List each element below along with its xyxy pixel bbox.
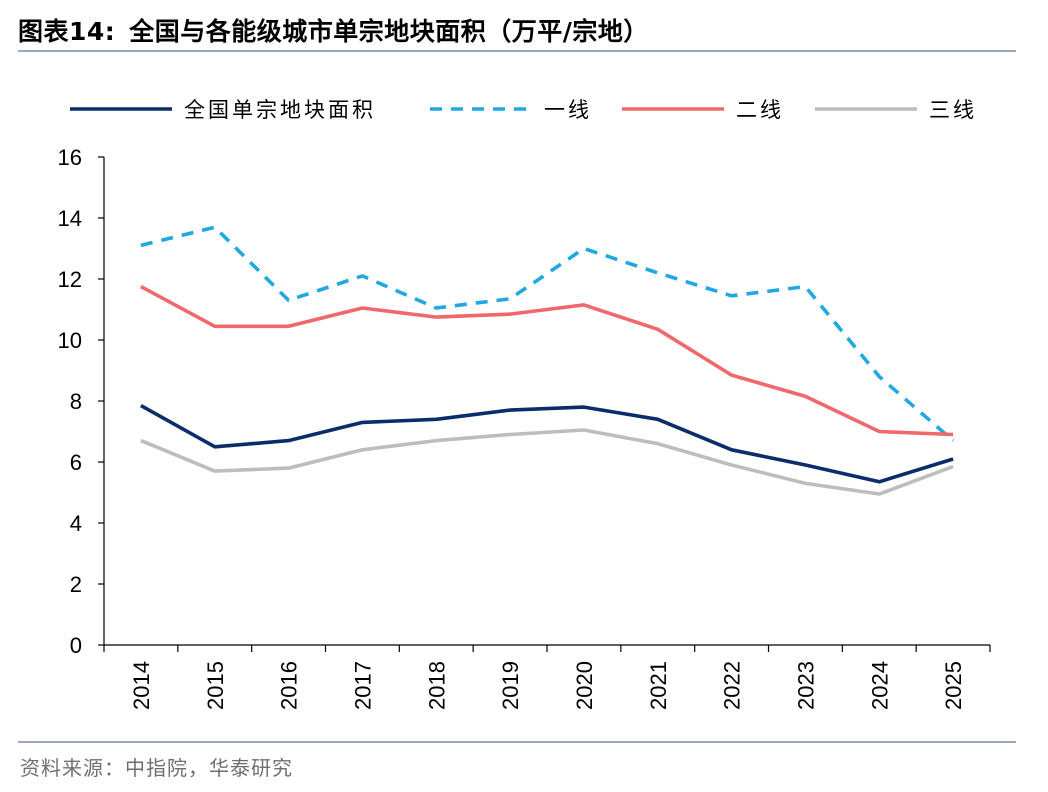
y-tick-label: 12	[58, 267, 82, 292]
series-line-1	[140, 404, 954, 484]
source-note: 资料来源：中指院，华泰研究	[20, 756, 293, 780]
top-divider	[18, 50, 1016, 52]
x-tick-label: 2023	[793, 661, 818, 710]
y-tick-label: 8	[70, 389, 82, 414]
y-tick-label: 6	[70, 450, 82, 475]
x-tick-label: 2021	[646, 661, 671, 710]
y-tick-label: 16	[58, 145, 82, 170]
y-tick-label: 14	[58, 206, 82, 231]
legend: 全国单宗地块面积 一线 二线 三线	[70, 98, 977, 122]
x-tick-label: 2018	[424, 661, 449, 710]
y-tick-label: 0	[70, 633, 82, 658]
x-tick-label: 2015	[203, 661, 228, 710]
x-tick-label: 2016	[277, 661, 302, 710]
legend-label-1: 全国单宗地块面积	[184, 98, 376, 122]
legend-label-4: 三线	[929, 98, 977, 122]
series-group	[140, 225, 955, 496]
series-line-3	[140, 285, 954, 437]
series-line-4	[140, 428, 954, 496]
y-tick-label: 4	[70, 511, 82, 536]
legend-label-3: 二线	[736, 98, 784, 122]
y-tick-label: 2	[70, 572, 82, 597]
x-tick-label: 2014	[129, 661, 154, 710]
x-tick-label: 2017	[350, 661, 375, 710]
x-tick-label: 2020	[572, 661, 597, 710]
figure-title: 图表14: 全国与各能级城市单宗地块面积（万平/宗地）	[18, 12, 649, 48]
figure-label: 图表14:	[18, 17, 116, 46]
x-tick-label: 2022	[720, 661, 745, 710]
x-tick-label: 2025	[941, 661, 966, 710]
x-tick-label: 2024	[867, 661, 892, 710]
bottom-divider	[18, 741, 1016, 743]
title-text: 全国与各能级城市单宗地块面积（万平/宗地）	[129, 17, 649, 46]
y-tick-label: 10	[58, 328, 82, 353]
axes: 0 2 4 6 8 10 12 14 16 2014 2015 2016 2017 2018 2019 202…	[58, 145, 991, 710]
x-tick-label: 2019	[498, 661, 523, 710]
legend-label-2: 一线	[544, 98, 592, 122]
